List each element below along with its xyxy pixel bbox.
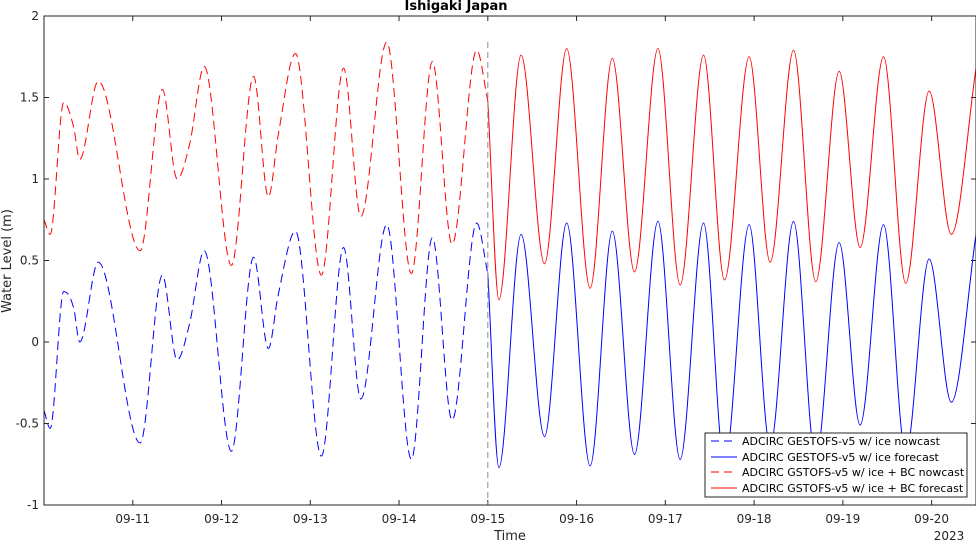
x-tick-label: 09-19 [825,512,860,526]
y-axis-label: Water Level (m) [0,209,15,313]
legend-label: ADCIRC GSTOFS-v5 w/ ice + BC forecast [742,482,964,495]
x-tick-label: 09-15 [470,512,505,526]
tick-layer: -1 -0.5 0 0.5 1 1.5 2 09-11 09-12 09-13 09-14 09-15… [16,9,976,526]
x-tick-label: 09-18 [737,512,772,526]
y-tick-label: -0.5 [16,417,39,431]
legend-item: ADCIRC GSTOFS-v5 w/ ice + BC nowcast [711,466,965,479]
x-tick-label: 09-20 [914,512,949,526]
x-tick-label: 09-17 [648,512,683,526]
y-tick-label: 1 [31,172,39,186]
chart-title: Ishigaki Japan [405,0,508,14]
legend-label: ADCIRC GSTOFS-v5 w/ ice + BC nowcast [742,466,965,479]
legend-label: ADCIRC GESTOFS-v5 w/ ice forecast [742,451,940,464]
legend: ADCIRC GESTOFS-v5 w/ ice nowcast ADCIRC … [704,432,968,498]
series-line-red-solid [487,48,976,301]
y-tick-label: 1.5 [20,91,39,105]
plot-area [44,16,976,505]
legend-item: ADCIRC GESTOFS-v5 w/ ice forecast [711,451,940,464]
y-tick-label: 0 [31,335,39,349]
series-line-blue-dashed [43,222,489,460]
year-label: 2023 [934,529,965,541]
x-tick-label: 09-14 [382,512,417,526]
legend-box [704,432,968,498]
x-tick-label: 09-11 [115,512,150,526]
x-tick-label: 09-13 [293,512,328,526]
y-tick-label: 2 [31,9,39,23]
x-axis-label: Time [493,529,526,541]
x-tick-label: 09-12 [204,512,239,526]
y-tick-label: 0.5 [20,254,39,268]
x-tick-label: 09-16 [559,512,594,526]
series-line-red-dashed [43,41,489,276]
legend-label: ADCIRC GESTOFS-v5 w/ ice nowcast [742,435,941,448]
legend-item: ADCIRC GSTOFS-v5 w/ ice + BC forecast [711,482,964,495]
plot-frame [43,15,976,506]
y-tick-label: -1 [27,498,39,512]
legend-item: ADCIRC GESTOFS-v5 w/ ice nowcast [711,435,941,448]
